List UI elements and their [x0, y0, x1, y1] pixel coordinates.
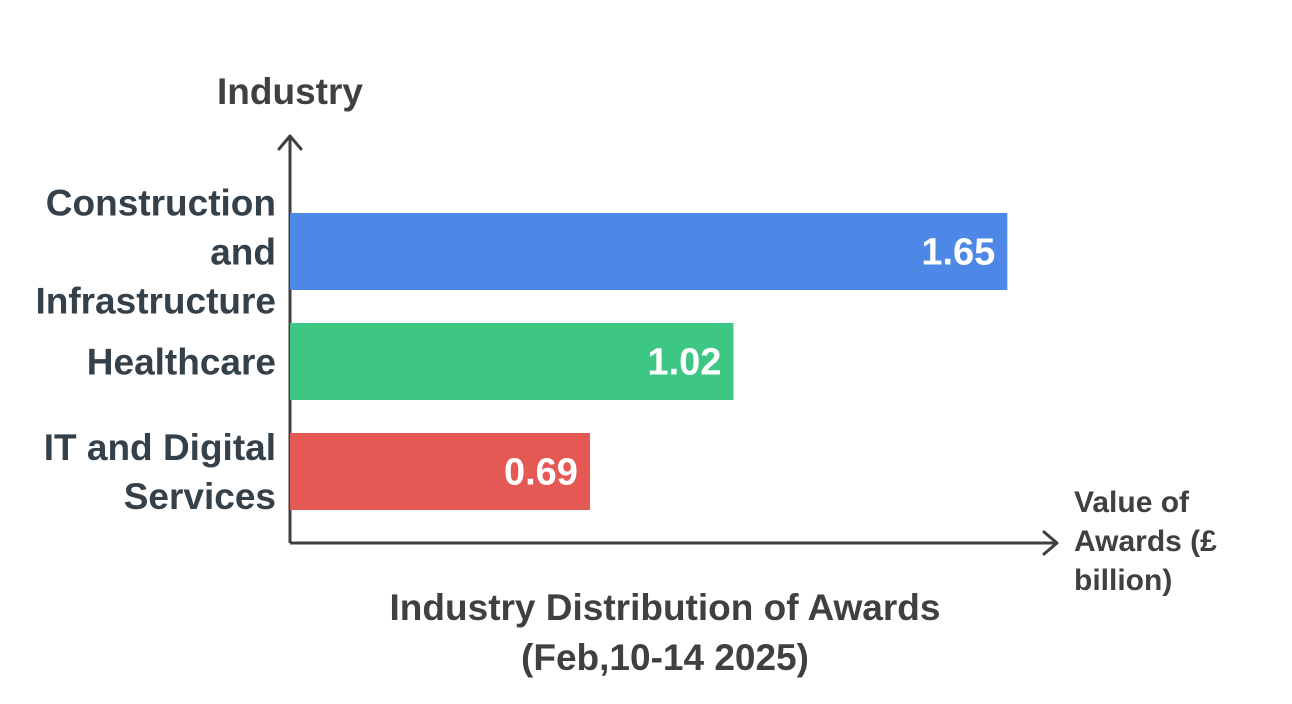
value-label-2: 0.69 [504, 452, 578, 494]
category-label-line: Infrastructure [35, 281, 276, 322]
bar-1 [290, 323, 734, 400]
x-axis-arrow [1042, 530, 1059, 556]
category-label-line: IT and Digital [44, 427, 276, 468]
category-label-1: Healthcare [87, 342, 276, 383]
category-label-line: Healthcare [87, 342, 276, 383]
bars [290, 213, 1008, 510]
x-axis-title: Value of Awards (£ billion) [1074, 486, 1217, 597]
x-axis-title-line: billion) [1074, 564, 1172, 597]
category-label-line: Services [124, 476, 276, 517]
chart-title: Industry Distribution of Awards (Feb,10-1… [390, 587, 941, 678]
x-axis-title-line: Value of [1074, 486, 1190, 519]
value-labels: 1.65 1.02 0.69 [504, 232, 995, 494]
y-axis-title: Industry [217, 71, 363, 112]
x-axis-title-line: Awards (£ [1074, 525, 1217, 558]
y-axis-arrow [277, 134, 303, 151]
chart-title-line: (Feb,10-14 2025) [521, 637, 809, 678]
chart-title-line: Industry Distribution of Awards [390, 587, 941, 628]
category-label-line: Construction [46, 183, 276, 224]
bar-0 [290, 213, 1008, 290]
value-label-0: 1.65 [921, 232, 995, 274]
category-labels: Construction and Infrastructure Healthcare I… [35, 183, 276, 518]
value-label-1: 1.02 [647, 342, 721, 384]
category-label-line: and [210, 232, 276, 273]
category-label-2: IT and Digital Services [44, 427, 276, 517]
bar-2 [290, 433, 590, 510]
category-label-0: Construction and Infrastructure [35, 183, 276, 322]
